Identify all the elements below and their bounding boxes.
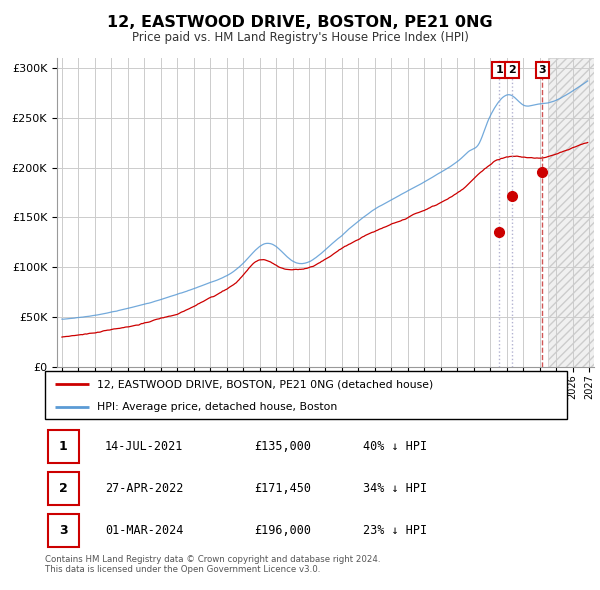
Text: 14-JUL-2021: 14-JUL-2021 <box>105 440 184 453</box>
FancyBboxPatch shape <box>47 430 79 463</box>
Text: HPI: Average price, detached house, Boston: HPI: Average price, detached house, Bost… <box>97 402 337 412</box>
Bar <box>548 58 600 367</box>
Text: 23% ↓ HPI: 23% ↓ HPI <box>364 523 428 536</box>
Text: Contains HM Land Registry data © Crown copyright and database right 2024.: Contains HM Land Registry data © Crown c… <box>45 555 380 563</box>
Text: 2: 2 <box>508 65 516 75</box>
FancyBboxPatch shape <box>47 472 79 504</box>
Text: 3: 3 <box>59 523 68 536</box>
Text: 12, EASTWOOD DRIVE, BOSTON, PE21 0NG: 12, EASTWOOD DRIVE, BOSTON, PE21 0NG <box>107 15 493 30</box>
FancyBboxPatch shape <box>47 513 79 546</box>
Text: 1: 1 <box>495 65 503 75</box>
Text: £135,000: £135,000 <box>254 440 311 453</box>
Text: Price paid vs. HM Land Registry's House Price Index (HPI): Price paid vs. HM Land Registry's House … <box>131 31 469 44</box>
FancyBboxPatch shape <box>45 371 567 419</box>
Bar <box>548 58 600 367</box>
Text: 2: 2 <box>59 481 68 495</box>
Text: 3: 3 <box>539 65 546 75</box>
Text: 34% ↓ HPI: 34% ↓ HPI <box>364 481 428 495</box>
Text: £171,450: £171,450 <box>254 481 311 495</box>
Text: 40% ↓ HPI: 40% ↓ HPI <box>364 440 428 453</box>
Text: £196,000: £196,000 <box>254 523 311 536</box>
Text: 1: 1 <box>59 440 68 453</box>
Text: 01-MAR-2024: 01-MAR-2024 <box>105 523 184 536</box>
Text: This data is licensed under the Open Government Licence v3.0.: This data is licensed under the Open Gov… <box>45 565 320 573</box>
Text: 12, EASTWOOD DRIVE, BOSTON, PE21 0NG (detached house): 12, EASTWOOD DRIVE, BOSTON, PE21 0NG (de… <box>97 379 433 389</box>
Text: 27-APR-2022: 27-APR-2022 <box>105 481 184 495</box>
